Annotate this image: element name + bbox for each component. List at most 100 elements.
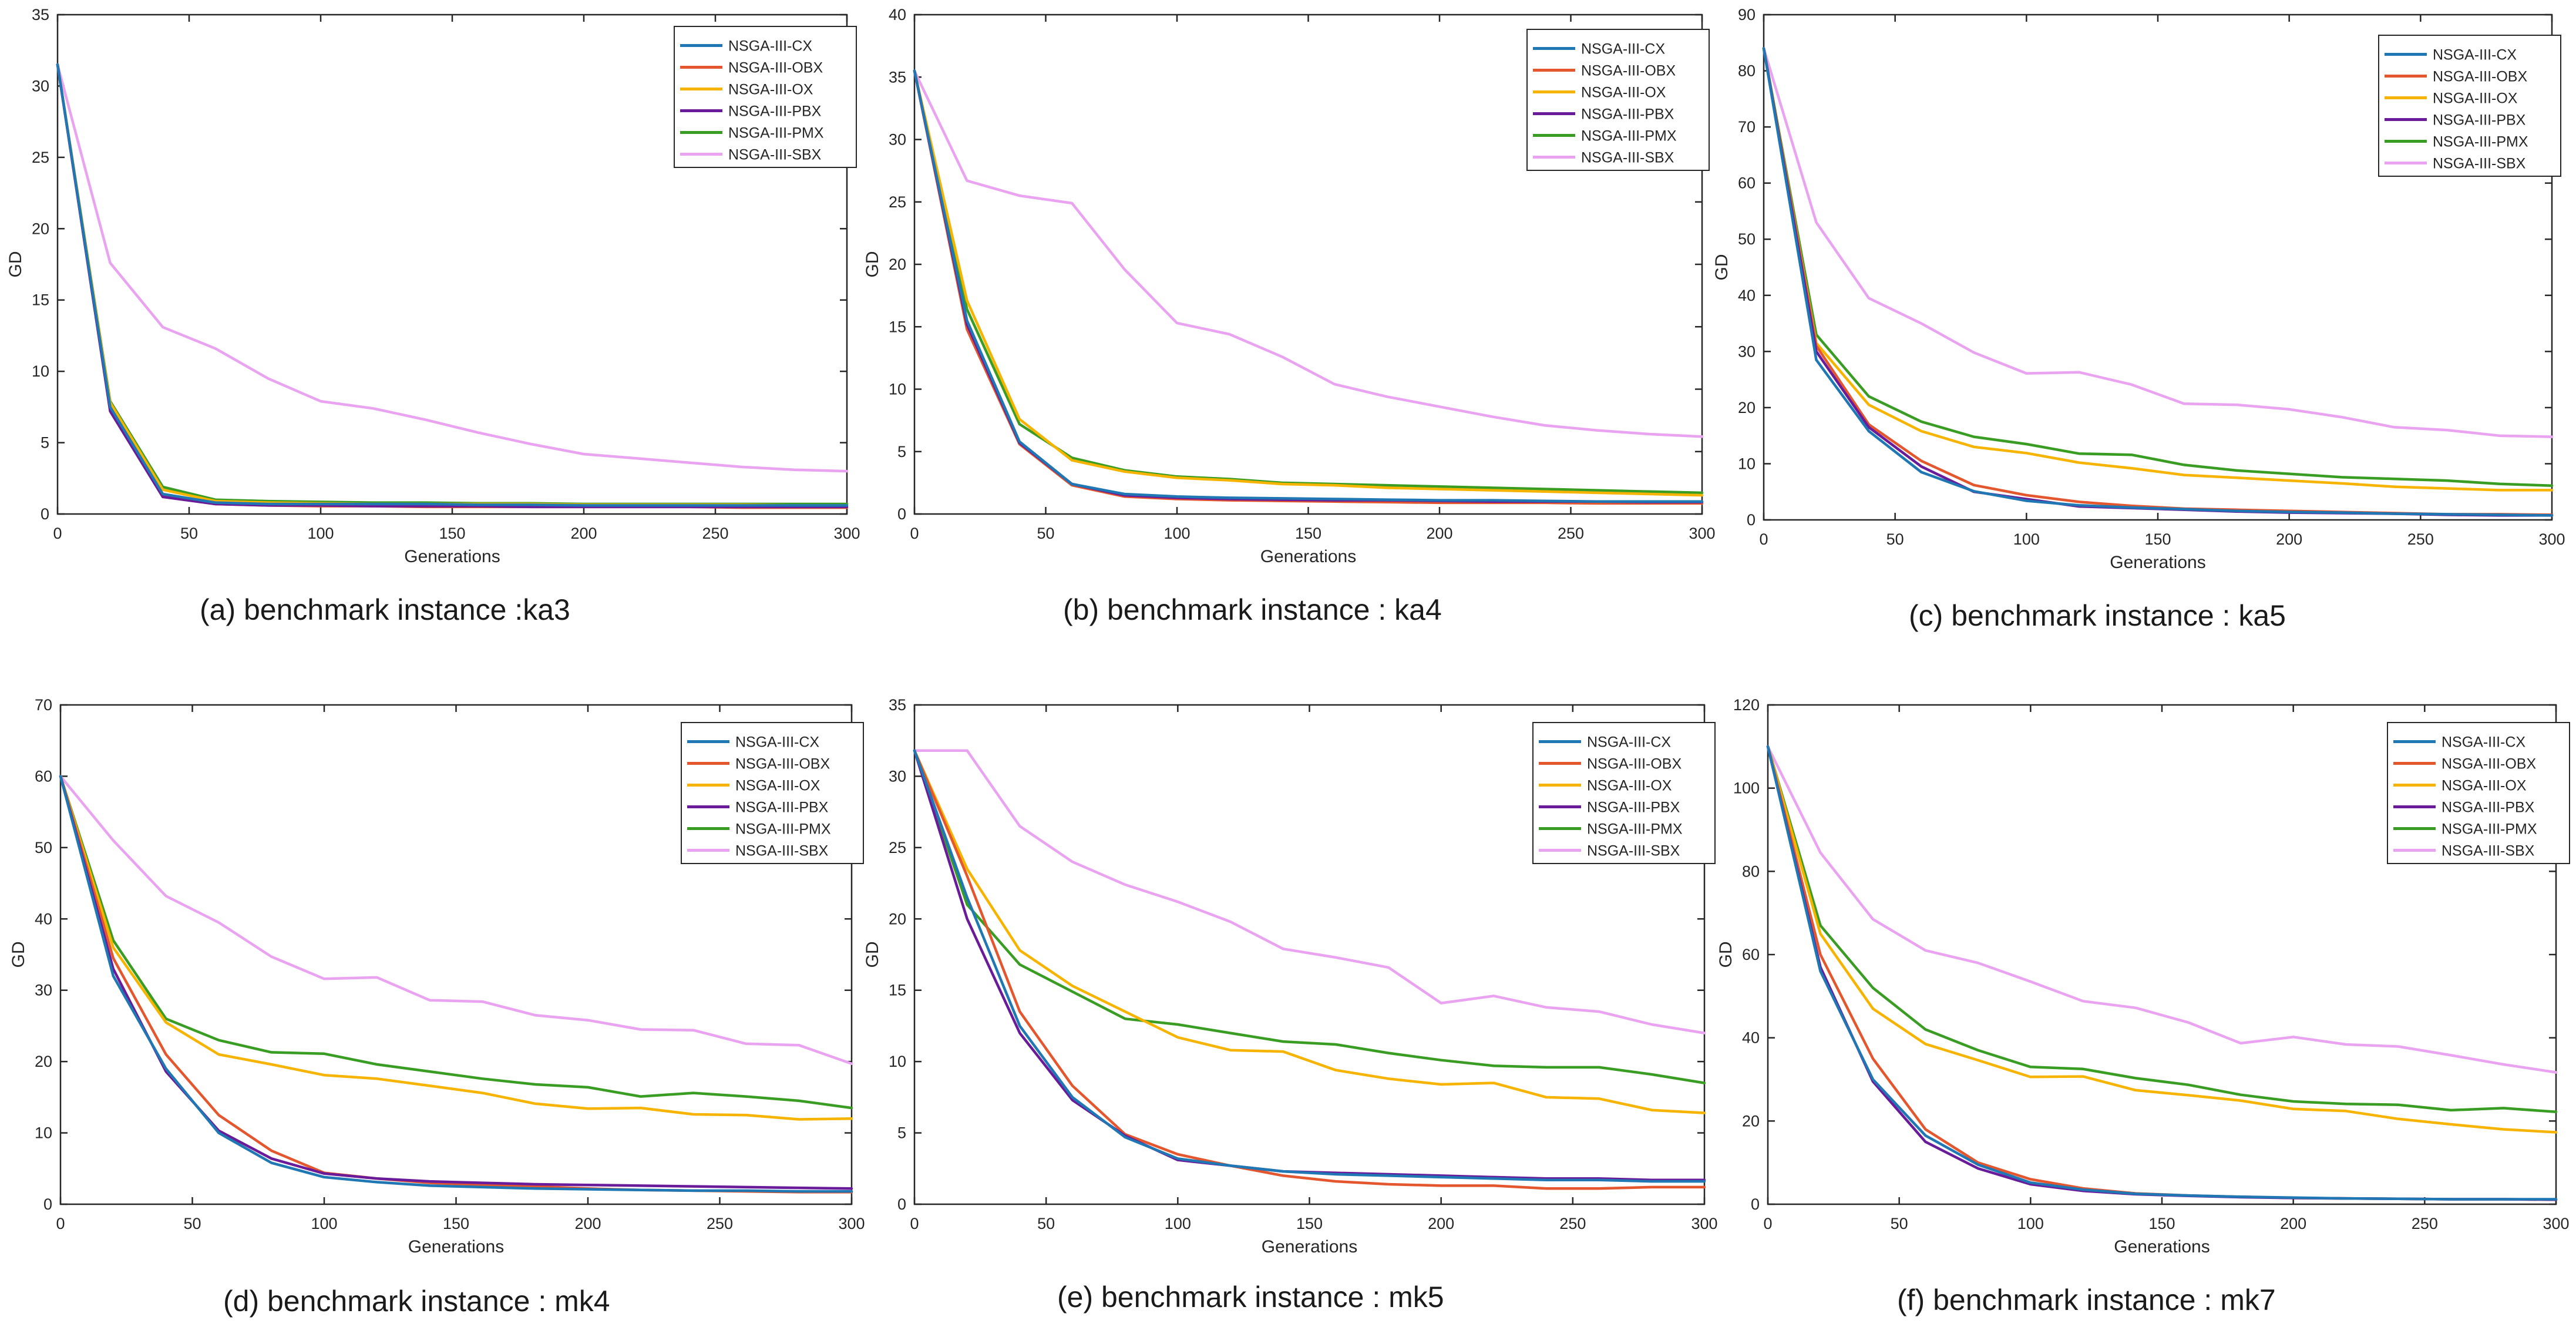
y-tick-label: 10 [889, 1053, 906, 1070]
series-line-nsga-iii-sbx [59, 775, 853, 1066]
chart-panel-5: 0 50 100 150 200 250 300 0 5 10 15 20 25 30 35 Generati… [863, 696, 1718, 1313]
x-tick-label: 150 [1296, 1215, 1323, 1232]
legend: NSGA-III-CX NSGA-III-OBX NSGA-III-OX NSGA-I… [681, 722, 864, 864]
series-line-nsga-iii-cx [56, 63, 849, 507]
y-tick-label: 120 [1733, 696, 1760, 714]
x-tick-label: 200 [570, 525, 597, 542]
y-tick-label: 15 [889, 318, 906, 335]
y-tick-label: 5 [41, 434, 49, 452]
y-tick-label: 50 [35, 839, 52, 856]
x-tick-label: 50 [1037, 1215, 1055, 1232]
chart-panel-6: 0 50 100 150 200 250 300 0 20 40 60 80 100 120 Generat… [1716, 696, 2570, 1316]
x-tick-label: 0 [910, 1215, 919, 1232]
panel-caption: (d) benchmark instance : mk4 [223, 1285, 610, 1318]
chart-panel-1: 0 50 100 150 200 250 300 0 5 10 15 20 25 30 35 Generati… [6, 6, 860, 626]
series-line-nsga-iii-ox [913, 69, 1704, 497]
y-tick-label: 0 [43, 1195, 52, 1213]
legend-entry: NSGA-III-OX [735, 778, 820, 794]
legend-entry: NSGA-III-PBX [728, 103, 822, 120]
panel-caption: (f) benchmark instance : mk7 [1897, 1284, 2276, 1316]
y-tick-label: 10 [889, 381, 906, 398]
y-tick-label: 60 [1742, 946, 1760, 963]
x-tick-label: 300 [838, 1215, 865, 1232]
x-tick-label: 0 [1763, 1215, 1772, 1232]
series-line-nsga-iii-sbx [913, 749, 1706, 1034]
legend-entry: NSGA-III-PMX [728, 125, 824, 142]
legend-entry: NSGA-III-PMX [2442, 821, 2537, 838]
y-tick-label: 0 [897, 505, 906, 523]
x-axis-label: Generations [2114, 1237, 2210, 1257]
x-tick-label: 250 [2407, 530, 2434, 548]
x-tick-label: 100 [2017, 1215, 2044, 1232]
x-tick-label: 100 [1165, 1215, 1191, 1232]
y-tick-label: 15 [32, 291, 49, 309]
y-tick-label: 10 [1738, 455, 1756, 472]
x-axis-label: Generations [1262, 1237, 1357, 1257]
x-axis-label: Generations [404, 547, 500, 566]
y-tick-label: 70 [35, 696, 52, 714]
x-tick-label: 50 [180, 525, 198, 542]
y-tick-label: 25 [32, 149, 49, 166]
y-tick-label: 100 [1733, 780, 1760, 797]
x-tick-label: 300 [2543, 1215, 2569, 1232]
x-tick-label: 0 [53, 525, 62, 542]
y-tick-label: 5 [897, 1124, 906, 1142]
legend-entry: NSGA-III-SBX [1587, 843, 1680, 859]
legend: NSGA-III-CX NSGA-III-OBX NSGA-III-OX NSGA-I… [2387, 722, 2570, 864]
x-tick-label: 200 [1426, 525, 1452, 542]
series-line-nsga-iii-pbx [56, 63, 849, 509]
legend-entry: NSGA-III-PBX [2433, 112, 2526, 129]
y-tick-label: 15 [889, 982, 906, 999]
x-tick-label: 200 [1428, 1215, 1454, 1232]
x-tick-label: 50 [1886, 530, 1904, 548]
panel-caption: (c) benchmark instance : ka5 [1909, 599, 2286, 632]
y-tick-label: 35 [32, 6, 49, 23]
y-tick-label: 10 [32, 362, 49, 380]
legend-entry: NSGA-III-PMX [2433, 134, 2528, 150]
legend-entry: NSGA-III-OBX [1581, 63, 1676, 79]
y-axis-label: GD [863, 251, 882, 278]
x-tick-label: 200 [2280, 1215, 2306, 1232]
y-tick-label: 80 [1738, 62, 1756, 80]
x-axis-label: Generations [408, 1237, 504, 1257]
x-tick-label: 150 [2144, 530, 2171, 548]
y-tick-label: 50 [1738, 230, 1756, 248]
y-tick-label: 30 [32, 77, 49, 95]
y-tick-label: 0 [41, 505, 49, 523]
y-tick-label: 20 [889, 256, 906, 273]
legend-entry: NSGA-III-SBX [1581, 150, 1674, 166]
y-tick-label: 20 [889, 910, 906, 928]
legend-entry: NSGA-III-OX [1587, 778, 1672, 794]
legend-entry: NSGA-III-OBX [728, 60, 823, 76]
x-tick-label: 300 [833, 525, 860, 542]
y-tick-label: 20 [1742, 1112, 1760, 1130]
y-tick-label: 30 [35, 982, 52, 999]
series-line-nsga-iii-sbx [1762, 47, 2554, 438]
x-tick-label: 250 [1559, 1215, 1586, 1232]
legend-entry: NSGA-III-OX [728, 82, 813, 98]
legend-entry: NSGA-III-CX [1587, 734, 1671, 751]
legend-entry: NSGA-III-PBX [735, 799, 829, 816]
legend-entry: NSGA-III-OX [1581, 85, 1666, 101]
series-line-nsga-iii-ox [1766, 745, 2558, 1134]
legend-box [1526, 29, 1710, 171]
legend-entry: NSGA-III-SBX [2433, 156, 2526, 172]
x-tick-label: 200 [2276, 530, 2302, 548]
legend-entry: NSGA-III-PMX [735, 821, 831, 838]
panel-caption: (b) benchmark instance : ka4 [1063, 593, 1442, 626]
legend-box [1532, 722, 1716, 864]
y-axis-label: GD [6, 251, 25, 278]
x-tick-label: 200 [574, 1215, 601, 1232]
legend-box [681, 722, 864, 864]
chart-panel-4: 0 50 100 150 200 250 300 0 10 20 30 40 50 60 70 Generat… [9, 696, 865, 1318]
chart-panel-3: 0 50 100 150 200 250 300 0 10 20 30 40 50 60 70 80 90 Gen… [1712, 6, 2565, 632]
y-tick-label: 90 [1738, 6, 1756, 23]
x-tick-label: 300 [2538, 530, 2565, 548]
x-tick-label: 250 [1558, 525, 1584, 542]
legend-entry: NSGA-III-OX [2442, 778, 2527, 794]
legend-entry: NSGA-III-PBX [2442, 799, 2535, 816]
series-line-nsga-iii-cx [1762, 47, 2554, 517]
series-line-nsga-iii-obx [913, 749, 1706, 1190]
legend-entry: NSGA-III-CX [2433, 47, 2517, 63]
